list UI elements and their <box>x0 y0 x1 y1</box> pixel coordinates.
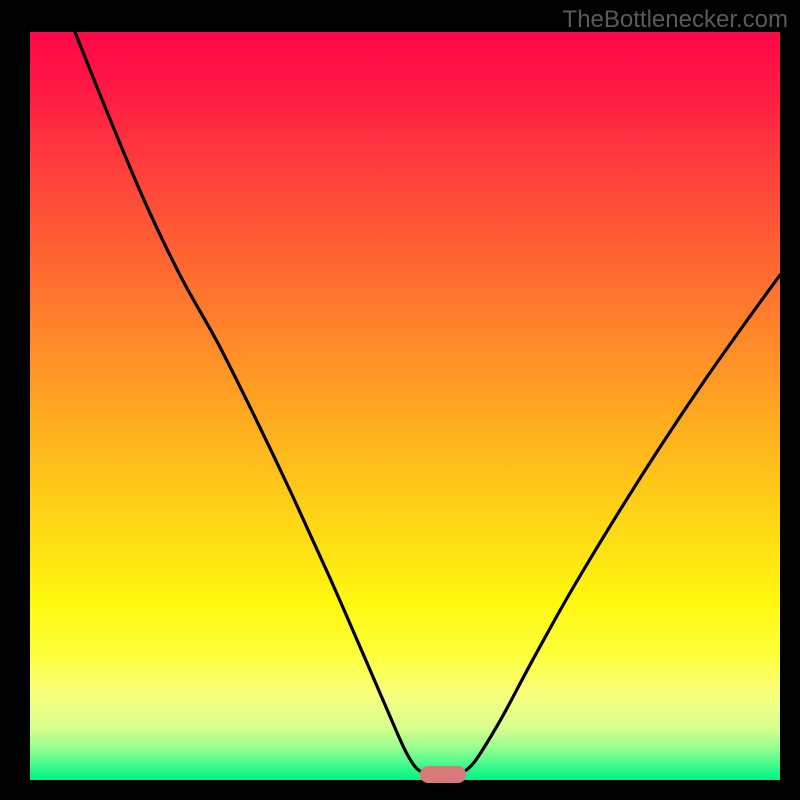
bottleneck-curve <box>75 32 780 775</box>
optimal-zone-marker <box>420 766 466 783</box>
bottleneck-curve-layer <box>0 0 800 800</box>
watermark-label: TheBottlenecker.com <box>563 6 788 34</box>
